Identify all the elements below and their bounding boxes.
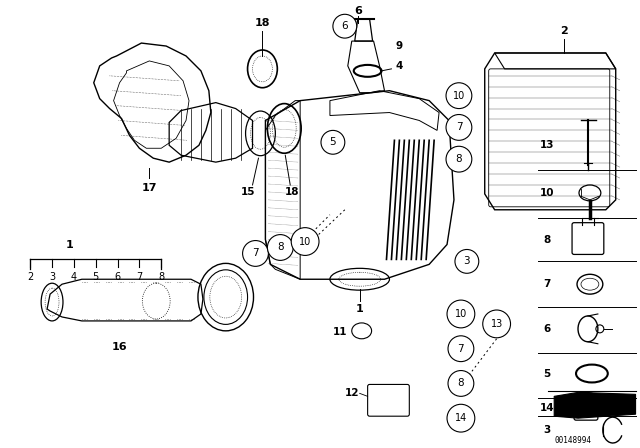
Circle shape (291, 228, 319, 255)
Circle shape (321, 130, 345, 154)
Text: 14: 14 (540, 403, 555, 413)
Text: 10: 10 (299, 237, 311, 246)
Text: 7: 7 (458, 344, 464, 354)
Circle shape (447, 300, 475, 328)
Text: 18: 18 (285, 187, 300, 197)
Text: 2: 2 (27, 272, 33, 282)
Circle shape (268, 235, 293, 260)
Text: 3: 3 (463, 256, 470, 267)
Text: 8: 8 (458, 379, 464, 388)
Text: 6: 6 (354, 6, 362, 16)
Text: 13: 13 (490, 319, 503, 329)
Circle shape (483, 310, 511, 338)
Circle shape (448, 370, 474, 396)
Text: 1: 1 (356, 304, 364, 314)
Text: 11: 11 (333, 327, 347, 337)
Text: 14: 14 (455, 413, 467, 423)
Text: 4: 4 (396, 61, 403, 71)
Circle shape (446, 115, 472, 140)
Circle shape (455, 250, 479, 273)
Text: 17: 17 (141, 183, 157, 193)
Text: 6: 6 (342, 21, 348, 31)
Text: 8: 8 (277, 242, 284, 253)
Text: 6: 6 (543, 324, 551, 334)
Text: 16: 16 (112, 342, 127, 352)
Text: 3: 3 (49, 272, 55, 282)
Circle shape (446, 146, 472, 172)
Circle shape (446, 83, 472, 108)
Text: 13: 13 (540, 140, 554, 150)
Circle shape (333, 14, 356, 38)
Text: 1: 1 (66, 240, 74, 250)
Text: 4: 4 (71, 272, 77, 282)
Text: 18: 18 (255, 18, 270, 28)
Text: 9: 9 (396, 41, 403, 51)
Text: 15: 15 (241, 187, 256, 197)
Polygon shape (554, 392, 636, 418)
Text: 5: 5 (93, 272, 99, 282)
Text: 00148994: 00148994 (554, 436, 591, 445)
Text: 10: 10 (453, 90, 465, 101)
Text: 8: 8 (543, 235, 551, 245)
Text: 7: 7 (456, 122, 462, 133)
Text: 2: 2 (560, 26, 568, 36)
Text: 10: 10 (540, 188, 554, 198)
Text: 8: 8 (456, 154, 462, 164)
Text: 6: 6 (115, 272, 120, 282)
Text: 7: 7 (252, 249, 259, 258)
Circle shape (243, 241, 268, 267)
Text: 5: 5 (330, 137, 336, 147)
Text: 12: 12 (344, 388, 359, 398)
Text: 7: 7 (136, 272, 143, 282)
Text: 10: 10 (455, 309, 467, 319)
Text: 3: 3 (543, 425, 551, 435)
Text: 5: 5 (543, 369, 551, 379)
Circle shape (448, 336, 474, 362)
Text: 7: 7 (543, 279, 551, 289)
Text: 8: 8 (158, 272, 164, 282)
Circle shape (447, 404, 475, 432)
